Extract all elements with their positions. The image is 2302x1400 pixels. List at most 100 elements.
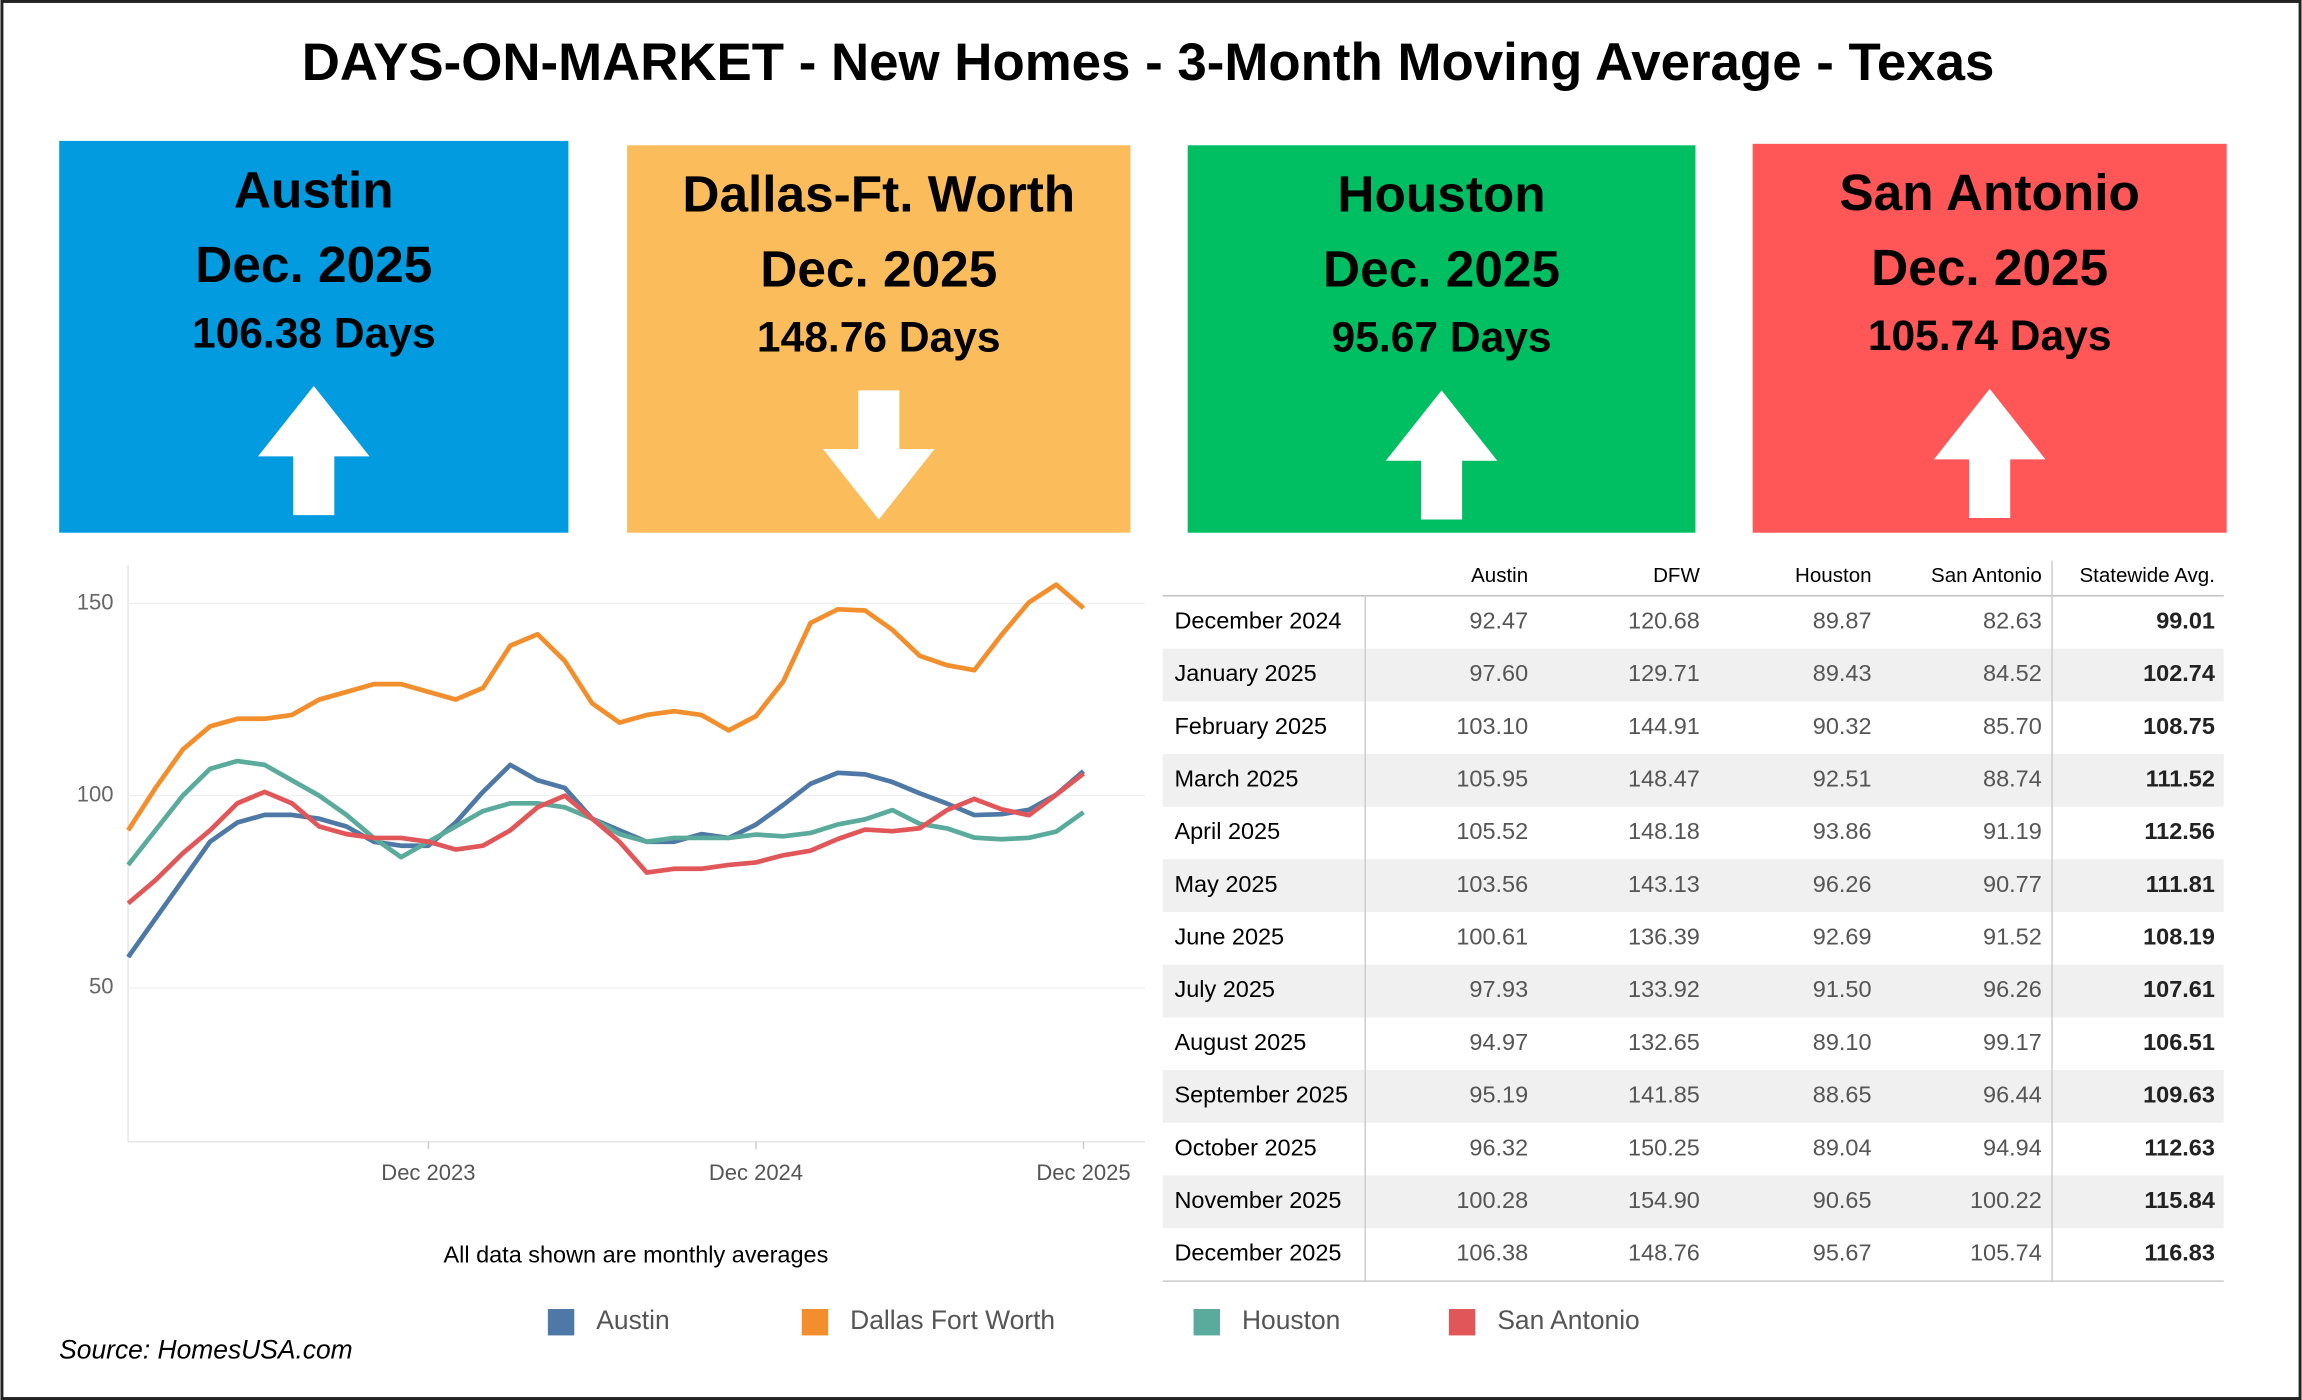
row-label: April 2025 (1174, 818, 1280, 844)
table-cell: 143.13 (1628, 871, 1700, 897)
row-band (1162, 753, 2224, 807)
table-cell: 91.50 (1813, 976, 1872, 1002)
legend-label: San Antonio (1497, 1305, 1639, 1335)
table-cell: 88.65 (1813, 1082, 1872, 1108)
table-cell: 109.63 (2143, 1082, 2215, 1108)
table-cell: 97.60 (1469, 660, 1528, 686)
row-label: October 2025 (1174, 1134, 1316, 1160)
table-cell: 106.51 (2143, 1029, 2215, 1055)
row-label: January 2025 (1174, 660, 1316, 686)
table-header: Statewide Avg. (2079, 564, 2214, 587)
x-tick-label: Dec 2025 (1036, 1160, 1130, 1185)
table-cell: 103.56 (1456, 871, 1528, 897)
card-days: 106.38 Days (192, 309, 436, 357)
row-band (1162, 1175, 2224, 1229)
table-cell: 141.85 (1628, 1082, 1700, 1108)
table-header: San Antonio (1931, 564, 2042, 587)
table-cell: 91.52 (1983, 924, 2042, 950)
table-cell: 144.91 (1628, 713, 1700, 739)
table-cell: 103.10 (1456, 713, 1528, 739)
table-cell: 120.68 (1628, 607, 1700, 633)
table-cell: 91.19 (1983, 818, 2042, 844)
table-cell: 148.18 (1628, 818, 1700, 844)
series-line (126, 582, 1086, 832)
row-band (1162, 648, 2224, 702)
row-label: December 2025 (1174, 1240, 1341, 1266)
table-cell: 90.32 (1813, 713, 1872, 739)
card-days: 95.67 Days (1332, 314, 1552, 362)
card-city: Dallas-Ft. Worth (682, 166, 1075, 223)
legend-label: Houston (1242, 1305, 1340, 1335)
table-cell: 85.70 (1983, 713, 2042, 739)
table-header: DFW (1653, 564, 1700, 587)
row-band (1162, 859, 2224, 913)
y-tick-label: 150 (77, 589, 114, 614)
table-cell: 105.74 (1970, 1240, 2042, 1266)
table-cell: 148.47 (1628, 765, 1700, 791)
row-label: May 2025 (1174, 871, 1277, 897)
table-cell: 102.74 (2143, 660, 2215, 686)
table-cell: 105.95 (1456, 765, 1528, 791)
table-cell: 107.61 (2143, 976, 2215, 1002)
table-cell: 92.51 (1813, 765, 1872, 791)
row-label: March 2025 (1174, 765, 1298, 791)
legend-label: Dallas Fort Worth (850, 1305, 1055, 1335)
row-band (1162, 1069, 2224, 1123)
table-cell: 90.65 (1813, 1187, 1872, 1213)
card-city: Houston (1337, 166, 1545, 223)
table-cell: 99.17 (1983, 1029, 2042, 1055)
table-cell: 96.32 (1469, 1134, 1528, 1160)
card-date: Dec. 2025 (195, 236, 432, 293)
row-label: February 2025 (1174, 713, 1327, 739)
table-cell: 92.69 (1813, 924, 1872, 950)
table-cell: 96.26 (1813, 871, 1872, 897)
legend-label: Austin (596, 1305, 669, 1335)
table-cell: 92.47 (1469, 607, 1528, 633)
card-date: Dec. 2025 (760, 241, 997, 298)
page-title: DAYS-ON-MARKET - New Homes - 3-Month Mov… (302, 33, 1995, 92)
row-label: August 2025 (1174, 1029, 1306, 1055)
card-days: 148.76 Days (757, 314, 1001, 362)
table-header: Austin (1471, 564, 1528, 587)
row-label: December 2024 (1174, 607, 1341, 633)
y-tick-label: 100 (77, 781, 114, 806)
x-tick-label: Dec 2023 (381, 1160, 475, 1185)
table-cell: 99.01 (2156, 607, 2215, 633)
table-cell: 105.52 (1456, 818, 1528, 844)
table-cell: 84.52 (1983, 660, 2042, 686)
table-cell: 82.63 (1983, 607, 2042, 633)
x-tick-label: Dec 2024 (709, 1160, 803, 1185)
table-cell: 133.92 (1628, 976, 1700, 1002)
table-cell: 129.71 (1628, 660, 1700, 686)
arrow-down (823, 390, 935, 520)
y-tick-label: 50 (89, 974, 113, 999)
arrow-up (1933, 388, 2046, 519)
table-cell: 108.19 (2143, 924, 2215, 950)
table-cell: 116.83 (2144, 1240, 2215, 1266)
table-cell: 132.65 (1628, 1029, 1700, 1055)
series-line (126, 771, 1085, 906)
table-cell: 96.44 (1983, 1082, 2042, 1108)
table-cell: 115.84 (2144, 1187, 2215, 1213)
card-days: 105.74 Days (1868, 312, 2112, 360)
table-cell: 148.76 (1628, 1240, 1700, 1266)
table-cell: 106.38 (1456, 1240, 1528, 1266)
table-cell: 89.43 (1813, 660, 1872, 686)
row-label: June 2025 (1174, 924, 1284, 950)
legend-swatch (1448, 1309, 1476, 1336)
table-cell: 100.61 (1456, 924, 1528, 950)
table-cell: 136.39 (1628, 924, 1700, 950)
card-date: Dec. 2025 (1871, 239, 2108, 296)
table-cell: 150.25 (1628, 1134, 1700, 1160)
arrow-up (1385, 390, 1498, 520)
table-cell: 90.77 (1983, 871, 2042, 897)
table-cell: 89.10 (1813, 1029, 1872, 1055)
table-cell: 100.28 (1456, 1187, 1528, 1213)
card-city: Austin (234, 161, 394, 218)
table-cell: 88.74 (1983, 765, 2042, 791)
row-band (1162, 964, 2224, 1018)
table-cell: 93.86 (1813, 818, 1872, 844)
table-cell: 111.52 (2146, 765, 2215, 791)
table-cell: 94.97 (1469, 1029, 1528, 1055)
